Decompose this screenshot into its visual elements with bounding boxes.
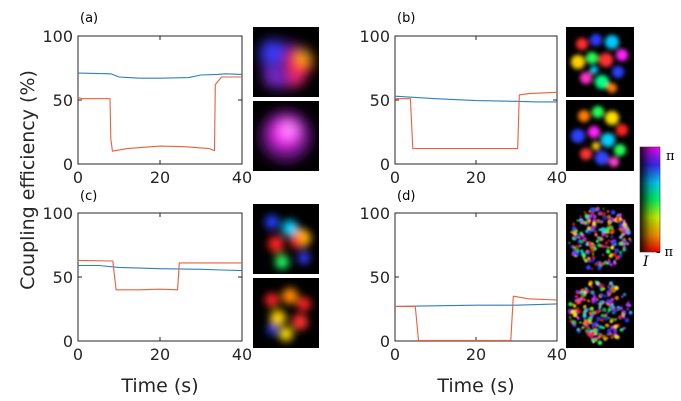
ytick-label: 100	[42, 204, 73, 223]
series-line-d-1	[394, 303, 558, 307]
ytick-label: 0	[63, 155, 73, 174]
panel-label-b: (b)	[397, 11, 415, 26]
ytick-label: 100	[359, 27, 390, 46]
xtick-label: 40	[232, 345, 252, 364]
xtick-label: 0	[390, 168, 400, 187]
series-line-a-1	[77, 72, 243, 79]
x-axis-title-right: Time (s)	[436, 375, 514, 397]
mode-image-d-bottom	[566, 277, 634, 348]
axes-frame-c	[77, 212, 243, 342]
axes-frame-b	[394, 35, 558, 165]
xtick-label: 40	[232, 168, 252, 187]
series-line-b-1	[394, 95, 557, 103]
y-axis-title: Coupling efficiency (%)	[17, 70, 39, 290]
ytick-label: 0	[63, 332, 73, 351]
colorbar-bottom-label: - π	[656, 245, 674, 260]
ytick-label: 50	[53, 91, 73, 110]
xtick-label: 20	[150, 168, 170, 187]
mode-image-a-bottom	[253, 101, 319, 171]
axes-frame-d	[394, 212, 558, 342]
panel-d: (d) 0 50 100 0 20 40	[359, 189, 567, 364]
panel-label-a: (a)	[80, 11, 98, 26]
mode-image-c-top	[253, 204, 319, 274]
mode-image-b-bottom	[566, 100, 634, 171]
xtick-label: 0	[73, 168, 83, 187]
xtick-label: 0	[73, 345, 83, 364]
series-line-d-2	[395, 295, 558, 341]
panel-label-d: (d)	[397, 189, 415, 204]
xtick-label: 20	[466, 345, 486, 364]
xtick-label: 0	[390, 345, 400, 364]
ytick-label: 100	[42, 27, 73, 46]
series-line-a-2	[77, 76, 242, 152]
xtick-label: 20	[150, 345, 170, 364]
xtick-label: 40	[547, 168, 567, 187]
panel-a: (a) 0 50 100 0 20 40	[42, 11, 252, 187]
panel-c: (c) 0 50 100 0 20 40	[42, 189, 252, 364]
xtick-label: 40	[547, 345, 567, 364]
series-line-c-2	[77, 259, 242, 291]
panel-label-c: (c)	[80, 189, 97, 204]
ytick-label: 100	[359, 204, 390, 223]
ytick-label: 50	[53, 268, 73, 287]
colorbar-top-label: π	[666, 149, 675, 164]
mode-image-b-top	[566, 27, 634, 97]
series-line-b-2	[395, 91, 558, 150]
mode-image-a-top	[253, 27, 319, 97]
mode-image-c-bottom	[253, 278, 319, 348]
ytick-label: 50	[370, 91, 390, 110]
ytick-label: 50	[370, 268, 390, 287]
x-axis-title-left: Time (s)	[120, 375, 198, 397]
mode-image-d-top	[566, 204, 634, 274]
ytick-label: 0	[380, 332, 390, 351]
series-line-c-1	[78, 264, 243, 272]
xtick-label: 20	[466, 168, 486, 187]
axes-frame-a	[77, 35, 243, 165]
panel-b: (b) 0 50 100 0 20 40	[359, 11, 567, 187]
phase-colorbar: π - π I	[639, 146, 675, 270]
ytick-label: 0	[380, 155, 390, 174]
colorbar-intensity-label: I	[642, 254, 649, 270]
